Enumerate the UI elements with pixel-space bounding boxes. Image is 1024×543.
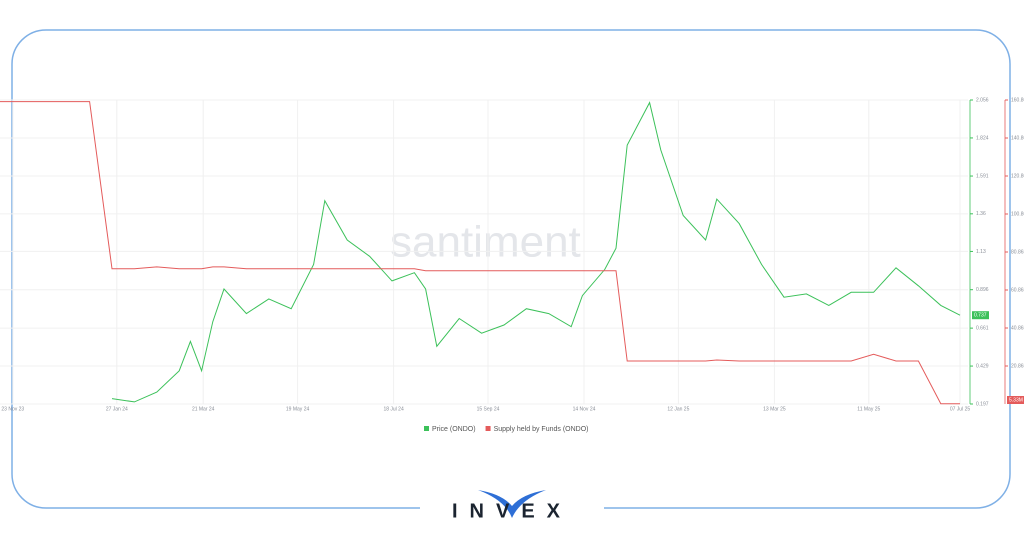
y-tick-label: 0.661 [976,325,989,331]
y-tick-label: 1.824 [976,135,989,141]
y-tick-label: 2.056 [976,97,989,103]
x-tick-label: 12 Jan 25 [667,406,689,412]
logo: INVEX [452,490,572,522]
legend-swatch [424,426,429,431]
last-value-box [1007,396,1024,404]
y2-tick-label: 160.86M [1011,97,1024,103]
x-tick-label: 23 Nov 23 [1,406,24,412]
logo-text: INVEX [452,500,572,522]
y2-tick-label: 100.86M [1011,211,1024,217]
legend-label: Supply held by Funds (ONDO) [494,426,589,433]
y2-tick-label: 140.86M [1011,135,1024,141]
x-tick-label: 13 Mar 25 [763,406,786,412]
grid [0,99,968,405]
x-tick-label: 19 May 24 [286,406,310,412]
y2-tick-label: 60.86M [1011,287,1024,293]
series-line [111,101,961,403]
x-tick-label: 21 Mar 24 [192,406,215,412]
x-tick-label: 07 Jul 25 [950,406,971,412]
last-value-label: 0.737 [974,313,987,319]
legend-swatch [485,426,491,431]
last-value-box [972,311,989,320]
legend-label: Price (ONDO) [432,426,476,433]
frame [11,29,1011,509]
y-tick-label: 1.36 [976,211,986,217]
y2-tick-label: 40.86M [1011,325,1024,331]
y-tick-label: 0.429 [976,363,989,369]
x-tick-label: 14 Nov 24 [573,406,596,412]
x-tick-label: 27 Jan 24 [106,406,128,412]
y2-tick-label: 80.86M [1011,249,1024,255]
y-tick-label: 0.896 [976,287,989,293]
y-tick-label: 0.197 [976,401,989,407]
y-tick-label: 1.13 [976,249,986,255]
logo-mark [478,490,546,518]
x-tick-label: 18 Jul 24 [383,406,404,412]
y2-tick-label: 120.86M [1011,173,1024,179]
y-tick-label: 1.591 [976,173,989,179]
x-tick-label: 11 May 25 [857,406,880,412]
series-line [0,101,960,405]
x-tick-label: 15 Sep 24 [477,406,500,412]
watermark: santiment [390,218,581,267]
last-value-label: 5.33M [1009,397,1023,403]
y2-tick-label: 20.86M [1011,363,1024,369]
